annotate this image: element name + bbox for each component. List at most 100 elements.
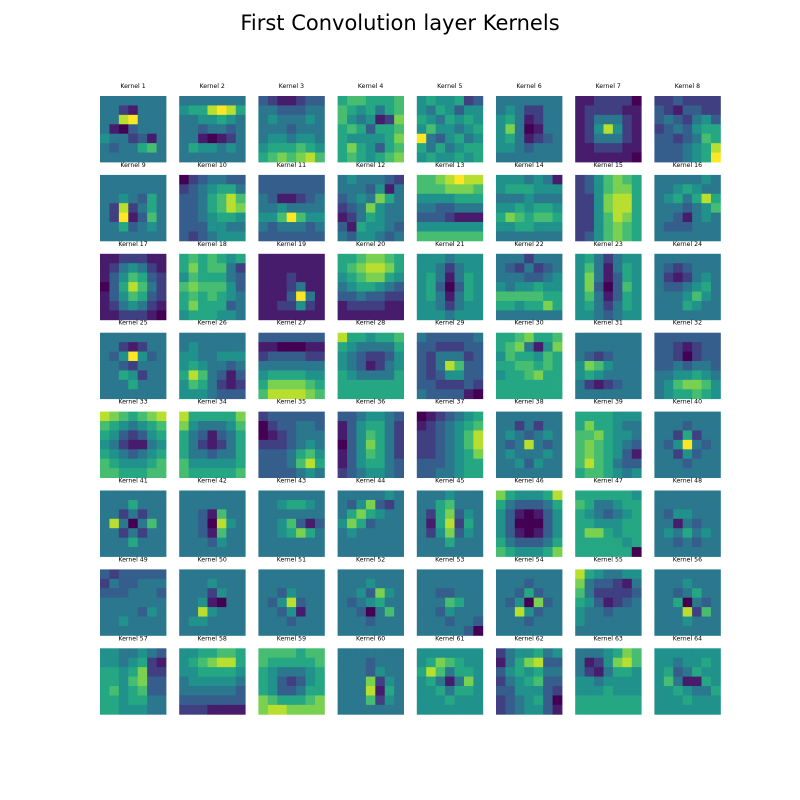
kernel-cell	[473, 588, 484, 599]
kernel-cell	[375, 607, 386, 617]
kernel-cell	[296, 468, 306, 478]
kernel-cell	[710, 124, 721, 135]
kernel-cell	[631, 351, 642, 362]
kernel-cell	[514, 421, 525, 431]
kernel-cell	[384, 133, 395, 144]
kernel-cell	[673, 184, 684, 195]
kernel-cell	[365, 96, 376, 106]
kernel-cell	[505, 616, 516, 627]
kernel-cell	[701, 625, 712, 636]
kernel-cell	[179, 133, 190, 144]
kernel-cell	[663, 667, 674, 677]
kernel-cell	[426, 272, 437, 283]
kernel-cell	[100, 578, 110, 589]
kernel-cell	[179, 272, 190, 283]
kernel-cell	[235, 657, 246, 668]
kernel-cell	[109, 695, 120, 706]
kernel-cell	[394, 143, 404, 153]
kernel-cell	[435, 379, 446, 390]
kernel-cell	[137, 253, 148, 264]
kernel-cell	[701, 657, 712, 668]
kernel-cell	[156, 360, 167, 371]
kernel-cell	[584, 389, 595, 400]
kernel-cell	[612, 518, 623, 529]
kernel-cell	[575, 231, 586, 242]
kernel-cell	[654, 96, 665, 106]
kernel-cell	[365, 411, 376, 422]
kernel-cell	[394, 597, 404, 608]
kernel-cell	[552, 263, 563, 274]
kernel-cell	[631, 212, 642, 223]
kernel-cell	[179, 291, 190, 302]
kernel-cell	[654, 184, 665, 195]
kernel-cell	[473, 430, 484, 441]
kernel-cell	[347, 310, 357, 321]
kernel-cell	[226, 528, 237, 539]
kernel-cell	[701, 411, 712, 422]
kernel-panel-5: Kernel 5	[416, 83, 484, 163]
kernel-cell	[356, 379, 367, 390]
kernel-cell	[663, 528, 674, 539]
kernel-cell	[375, 411, 386, 422]
kernel-cell	[654, 379, 665, 390]
kernel-cell	[235, 439, 246, 450]
kernel-cell	[710, 528, 721, 539]
kernel-cell	[337, 704, 348, 715]
kernel-cell	[356, 411, 367, 422]
kernel-cell	[584, 105, 595, 116]
kernel-cell	[365, 597, 376, 608]
kernel-cell	[473, 263, 484, 274]
kernel-cell	[622, 704, 633, 715]
kernel-cell	[505, 184, 516, 195]
kernel-cell	[286, 124, 297, 135]
kernel-cell	[584, 124, 595, 135]
kernel-cell	[673, 124, 684, 135]
kernel-panel-1: Kernel 1	[100, 83, 167, 163]
kernel-cell	[445, 578, 455, 589]
kernel-cell	[533, 152, 544, 163]
kernel-cell	[226, 222, 237, 232]
kernel-cell	[682, 509, 693, 520]
kernel-cell	[109, 588, 120, 599]
kernel-cell	[394, 193, 404, 204]
kernel-cell	[514, 528, 525, 539]
kernel-cell	[394, 212, 404, 223]
kernel-cell	[584, 616, 595, 627]
kernel-cell	[109, 458, 120, 469]
kernel-cell	[612, 411, 623, 422]
kernel-cell	[258, 124, 269, 135]
kernel-cell	[100, 263, 110, 274]
kernel-cell	[235, 310, 246, 321]
kernel-cell	[454, 518, 465, 529]
kernel-cell	[524, 695, 535, 706]
kernel-cell	[179, 351, 190, 362]
kernel-cell	[692, 588, 702, 599]
kernel-cell	[296, 597, 306, 608]
kernel-cell	[365, 114, 376, 125]
kernel-cell	[426, 490, 437, 501]
kernel-cell	[416, 342, 427, 352]
kernel-title: Kernel 45	[435, 478, 464, 485]
kernel-cell	[314, 607, 325, 617]
kernel-cell	[375, 597, 386, 608]
kernel-cell	[496, 449, 506, 460]
kernel-cell	[118, 458, 129, 469]
kernel-cell	[394, 105, 404, 116]
kernel-cell	[533, 686, 544, 696]
kernel-cell	[147, 360, 157, 371]
kernel-cell	[603, 686, 614, 696]
kernel-panel-31: Kernel 31	[575, 320, 642, 400]
kernel-cell	[356, 105, 367, 116]
kernel-cell	[692, 509, 702, 520]
kernel-cell	[673, 439, 684, 450]
kernel-cell	[179, 332, 190, 343]
kernel-cell	[258, 96, 269, 106]
kernel-cell	[533, 96, 544, 106]
kernel-cell	[384, 379, 395, 390]
kernel-cell	[137, 96, 148, 106]
kernel-cell	[296, 667, 306, 677]
kernel-cell	[622, 667, 633, 677]
kernel-cell	[156, 704, 167, 715]
kernel-cell	[198, 222, 208, 232]
kernel-cell	[622, 509, 633, 520]
